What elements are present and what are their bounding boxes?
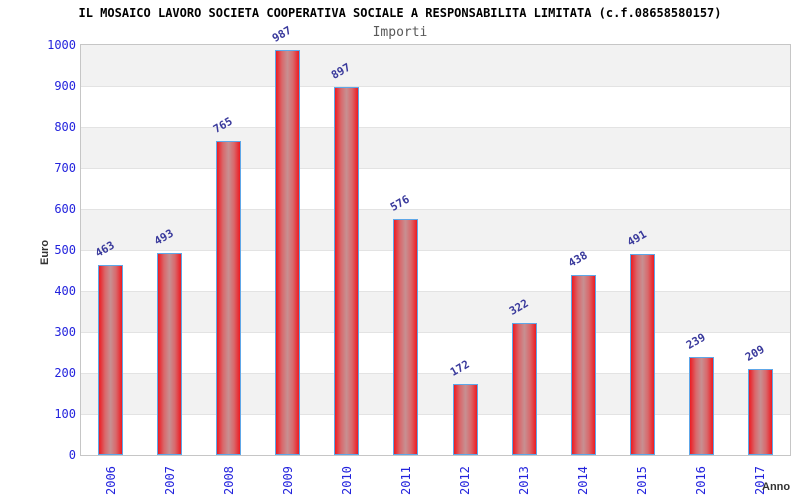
gridline	[81, 209, 790, 210]
plot-band	[81, 209, 790, 250]
chart-subtitle: Importi	[372, 25, 428, 40]
bar-2007	[157, 252, 183, 455]
bar-2008	[216, 141, 242, 455]
x-tick-label: 2010	[339, 466, 354, 495]
x-tick-label: 2009	[280, 466, 295, 495]
bar-2017	[747, 369, 773, 455]
gridline	[81, 86, 790, 87]
bar-2014	[570, 275, 596, 455]
gridline	[81, 332, 790, 333]
y-tick-label: 600	[54, 202, 76, 216]
x-tick-label: 2016	[694, 466, 709, 495]
gridline	[81, 414, 790, 415]
y-tick-label: 700	[54, 161, 76, 175]
plot-band	[81, 45, 790, 86]
y-tick-label: 800	[54, 120, 76, 134]
x-tick-label: 2006	[103, 466, 118, 495]
x-tick-label: 2013	[517, 466, 532, 495]
bar-2010	[334, 87, 360, 455]
y-tick-label: 400	[54, 284, 76, 298]
x-tick-label: 2015	[635, 466, 650, 495]
gridline	[81, 291, 790, 292]
y-tick-label: 0	[68, 448, 76, 462]
bar-2009	[275, 50, 301, 455]
bar-2015	[629, 253, 655, 455]
y-tick-label: 500	[54, 243, 76, 257]
plot-band	[81, 373, 790, 414]
plot-area	[80, 44, 791, 456]
plot-band	[81, 414, 790, 455]
x-tick-label: 2014	[576, 466, 591, 495]
y-tick-label: 1000	[47, 38, 76, 52]
gridline	[81, 373, 790, 374]
y-tick-label: 200	[54, 366, 76, 380]
y-tick-label: 300	[54, 325, 76, 339]
plot-band	[81, 250, 790, 291]
bar-2013	[511, 322, 537, 455]
x-tick-label: 2012	[458, 466, 473, 495]
plot-band	[81, 168, 790, 209]
x-tick-label: 2011	[398, 466, 413, 495]
bar-2012	[452, 384, 478, 455]
plot-band	[81, 86, 790, 127]
bar-2006	[98, 265, 124, 455]
gridline	[81, 250, 790, 251]
x-tick-label: 2008	[221, 466, 236, 495]
y-tick-label: 100	[54, 407, 76, 421]
gridline	[81, 127, 790, 128]
chart-title: IL MOSAICO LAVORO SOCIETA COOPERATIVA SO…	[78, 6, 722, 20]
plot-band	[81, 291, 790, 332]
x-axis-label: Anno	[762, 481, 791, 493]
x-tick-label: 2007	[162, 466, 177, 495]
plot-band	[81, 332, 790, 373]
bar-2011	[393, 218, 419, 455]
bar-2016	[688, 357, 714, 455]
gridline	[81, 168, 790, 169]
plot-band	[81, 127, 790, 168]
y-tick-label: 900	[54, 79, 76, 93]
